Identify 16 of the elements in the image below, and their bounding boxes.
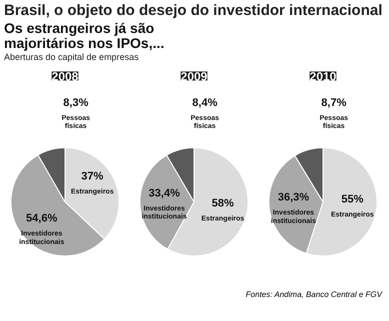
chart-title: 2009 [180, 70, 208, 84]
data-label: 8,3% [63, 97, 89, 110]
data-label: 8,4% [192, 97, 218, 110]
data-label: 8,7% [321, 97, 347, 110]
chart-title: 2008 [52, 70, 79, 84]
text: Os estrangeiros já são majoritários nos IPOs,... [4, 20, 166, 52]
chart-title: 2010 [310, 70, 337, 84]
data-label: 58% [212, 198, 234, 210]
data-label: 55% [341, 194, 364, 206]
text: Aberturas do capital de empresas [4, 51, 139, 64]
text: Fontes: Andima, Banco Central e FGV [246, 289, 382, 301]
data-label: 54,6% [26, 212, 58, 225]
data-label: 36,3% [278, 192, 310, 204]
text: Brasil, o objeto do desejo do investidor internacional [4, 1, 382, 21]
data-label: 33,4% [148, 188, 180, 200]
data-label: 37% [81, 170, 104, 183]
